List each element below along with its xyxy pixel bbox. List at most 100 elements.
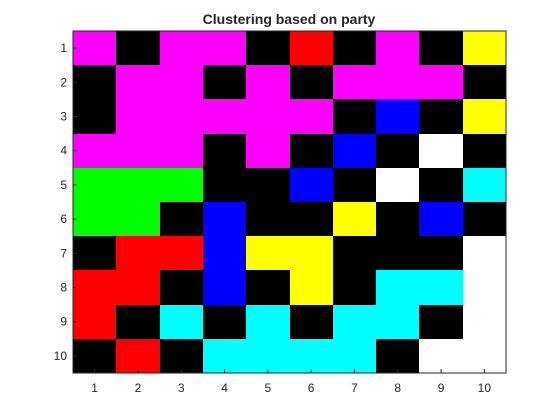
heatmap-cell-r9-c1 xyxy=(73,305,116,339)
x-tick-label-5: 5 xyxy=(265,381,272,395)
heatmap-cell-r3-c8 xyxy=(376,99,419,134)
heatmap-cell-r9-c2 xyxy=(116,305,160,339)
heatmap-cells xyxy=(73,31,506,373)
y-tick-label-6: 6 xyxy=(60,212,67,226)
heatmap-cell-r3-c3 xyxy=(160,99,203,134)
y-tick-label-9: 9 xyxy=(60,315,67,329)
heatmap-cell-r6-c10 xyxy=(463,202,506,236)
heatmap-cell-r10-c3 xyxy=(160,339,203,373)
heatmap-cell-r10-c7 xyxy=(333,339,376,373)
heatmap-cell-r7-c3 xyxy=(160,236,203,270)
heatmap-cell-r2-c8 xyxy=(376,65,419,99)
heatmap-cell-r10-c10 xyxy=(463,339,506,373)
heatmap-cell-r2-c9 xyxy=(419,65,463,99)
heatmap-cell-r2-c5 xyxy=(246,65,290,99)
y-tick-label-3: 3 xyxy=(60,110,67,124)
heatmap-cell-r8-c6 xyxy=(290,270,333,305)
heatmap-cell-r6-c3 xyxy=(160,202,203,236)
heatmap-cell-r4-c7 xyxy=(333,134,376,168)
heatmap-cell-r4-c6 xyxy=(290,134,333,168)
heatmap-cell-r1-c10 xyxy=(463,31,506,65)
heatmap-cell-r4-c2 xyxy=(116,134,160,168)
heatmap-cell-r6-c7 xyxy=(333,202,376,236)
x-tick-label-2: 2 xyxy=(135,381,142,395)
x-tick-label-1: 1 xyxy=(91,381,98,395)
heatmap-cell-r2-c1 xyxy=(73,65,116,99)
chart-title: Clustering based on party xyxy=(203,11,376,27)
heatmap-cell-r4-c5 xyxy=(246,134,290,168)
heatmap-cell-r3-c2 xyxy=(116,99,160,134)
y-tick-label-10: 10 xyxy=(54,349,68,363)
heatmap-cell-r9-c6 xyxy=(290,305,333,339)
heatmap-cell-r10-c5 xyxy=(246,339,290,373)
heatmap-cell-r4-c8 xyxy=(376,134,419,168)
heatmap-cell-r2-c10 xyxy=(463,65,506,99)
heatmap-cell-r2-c2 xyxy=(116,65,160,99)
heatmap-cell-r8-c2 xyxy=(116,270,160,305)
heatmap-cell-r3-c7 xyxy=(333,99,376,134)
heatmap-cell-r5-c6 xyxy=(290,168,333,202)
heatmap-cell-r6-c2 xyxy=(116,202,160,236)
y-tick-label-4: 4 xyxy=(60,144,67,158)
heatmap-cell-r10-c2 xyxy=(116,339,160,373)
x-tick-label-7: 7 xyxy=(351,381,358,395)
heatmap-cell-r3-c4 xyxy=(203,99,246,134)
heatmap-cell-r4-c1 xyxy=(73,134,116,168)
heatmap-cell-r1-c7 xyxy=(333,31,376,65)
heatmap-cell-r7-c6 xyxy=(290,236,333,270)
heatmap-cell-r10-c1 xyxy=(73,339,116,373)
x-tick-label-4: 4 xyxy=(221,381,228,395)
heatmap-cell-r4-c3 xyxy=(160,134,203,168)
heatmap-cell-r7-c5 xyxy=(246,236,290,270)
heatmap-cell-r10-c6 xyxy=(290,339,333,373)
heatmap-cell-r3-c6 xyxy=(290,99,333,134)
heatmap-cell-r5-c7 xyxy=(333,168,376,202)
heatmap-cell-r5-c3 xyxy=(160,168,203,202)
heatmap-cell-r4-c9 xyxy=(419,134,463,168)
heatmap-cell-r6-c6 xyxy=(290,202,333,236)
heatmap-cell-r3-c10 xyxy=(463,99,506,134)
heatmap-cell-r1-c6 xyxy=(290,31,333,65)
heatmap-cell-r1-c9 xyxy=(419,31,463,65)
heatmap-cell-r8-c1 xyxy=(73,270,116,305)
heatmap-cell-r7-c7 xyxy=(333,236,376,270)
heatmap-cell-r9-c9 xyxy=(419,305,463,339)
heatmap-cell-r9-c7 xyxy=(333,305,376,339)
heatmap-cell-r6-c1 xyxy=(73,202,116,236)
heatmap-cell-r7-c1 xyxy=(73,236,116,270)
y-tick-label-2: 2 xyxy=(60,75,67,89)
heatmap-cell-r5-c4 xyxy=(203,168,246,202)
heatmap-cell-r1-c4 xyxy=(203,31,246,65)
heatmap-cell-r8-c5 xyxy=(246,270,290,305)
y-axis-ticks: 1 2 3 4 5 6 7 8 9 10 xyxy=(54,41,77,363)
heatmap-cell-r8-c7 xyxy=(333,270,376,305)
y-tick-label-7: 7 xyxy=(60,246,67,260)
heatmap-cell-r5-c2 xyxy=(116,168,160,202)
heatmap-cell-r1-c8 xyxy=(376,31,419,65)
heatmap-cell-r3-c5 xyxy=(246,99,290,134)
heatmap-cell-r5-c1 xyxy=(73,168,116,202)
heatmap-cell-r4-c4 xyxy=(203,134,246,168)
heatmap-cell-r2-c3 xyxy=(160,65,203,99)
heatmap-cell-r6-c4 xyxy=(203,202,246,236)
heatmap-cell-r1-c2 xyxy=(116,31,160,65)
heatmap-cell-r6-c5 xyxy=(246,202,290,236)
heatmap-cell-r7-c8 xyxy=(376,236,419,270)
y-tick-label-5: 5 xyxy=(60,178,67,192)
heatmap-cell-r3-c1 xyxy=(73,99,116,134)
x-tick-label-6: 6 xyxy=(308,381,315,395)
heatmap-cell-r9-c10 xyxy=(463,305,506,339)
heatmap-cell-r5-c10 xyxy=(463,168,506,202)
heatmap-cell-r10-c9 xyxy=(419,339,463,373)
heatmap-cell-r5-c8 xyxy=(376,168,419,202)
heatmap-cell-r8-c4 xyxy=(203,270,246,305)
y-tick-label-1: 1 xyxy=(60,41,67,55)
heatmap-cell-r9-c4 xyxy=(203,305,246,339)
heatmap-cell-r6-c8 xyxy=(376,202,419,236)
heatmap-cell-r9-c5 xyxy=(246,305,290,339)
heatmap-cell-r2-c4 xyxy=(203,65,246,99)
heatmap-cell-r1-c1 xyxy=(73,31,116,65)
heatmap-cell-r1-c3 xyxy=(160,31,203,65)
heatmap-cell-r8-c10 xyxy=(463,270,506,305)
heatmap-cell-r10-c8 xyxy=(376,339,419,373)
